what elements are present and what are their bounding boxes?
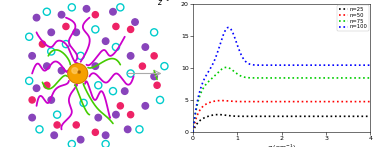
Circle shape xyxy=(127,112,134,118)
Circle shape xyxy=(127,26,134,32)
n=50 xyxy=(219,100,223,101)
Circle shape xyxy=(33,14,40,21)
Circle shape xyxy=(78,71,81,73)
n=100 xyxy=(275,64,280,66)
Circle shape xyxy=(33,85,40,91)
n=75 xyxy=(336,77,341,79)
n=25 xyxy=(216,114,220,115)
Circle shape xyxy=(142,44,149,50)
Circle shape xyxy=(102,132,109,138)
Circle shape xyxy=(68,64,88,83)
n=25 xyxy=(276,115,281,117)
Circle shape xyxy=(83,6,90,12)
n=50 xyxy=(368,101,373,102)
Circle shape xyxy=(29,97,35,103)
n=50 xyxy=(287,101,291,102)
Circle shape xyxy=(132,19,138,25)
Circle shape xyxy=(92,12,98,18)
Circle shape xyxy=(77,136,84,143)
X-axis label: $\sigma$ (nm$^{-1}$): $\sigma$ (nm$^{-1}$) xyxy=(267,143,296,147)
Circle shape xyxy=(58,11,65,18)
Line: n=50: n=50 xyxy=(193,101,370,132)
n=75 xyxy=(364,77,369,79)
n=25 xyxy=(191,131,195,133)
Circle shape xyxy=(29,53,36,59)
Circle shape xyxy=(154,82,160,88)
n=25 xyxy=(368,115,373,117)
Circle shape xyxy=(29,114,36,121)
n=50 xyxy=(336,101,341,102)
n=25 xyxy=(297,115,301,117)
Circle shape xyxy=(72,68,78,74)
Y-axis label: $z^{-1}$: $z^{-1}$ xyxy=(158,0,171,8)
Line: n=75: n=75 xyxy=(193,67,370,132)
Circle shape xyxy=(142,103,149,109)
n=100 xyxy=(287,64,291,66)
n=50 xyxy=(191,131,195,133)
n=25 xyxy=(275,115,280,117)
n=75 xyxy=(368,77,373,79)
n=100 xyxy=(226,27,231,28)
Circle shape xyxy=(92,63,99,69)
Circle shape xyxy=(73,122,79,128)
n=25 xyxy=(364,115,369,117)
n=75 xyxy=(287,77,291,79)
Circle shape xyxy=(110,9,116,15)
n=100 xyxy=(336,64,341,66)
n=75 xyxy=(297,77,301,79)
Circle shape xyxy=(58,67,65,74)
n=50 xyxy=(297,101,301,102)
Line: n=100: n=100 xyxy=(193,27,370,132)
Circle shape xyxy=(73,29,79,36)
Circle shape xyxy=(39,41,45,47)
n=100 xyxy=(276,64,281,66)
n=50 xyxy=(364,101,369,102)
n=75 xyxy=(191,131,195,133)
Circle shape xyxy=(69,65,87,82)
Circle shape xyxy=(127,53,134,59)
n=100 xyxy=(297,64,301,66)
n=50 xyxy=(276,101,281,102)
Circle shape xyxy=(139,63,146,69)
Legend: n=25, n=50, n=75, n=100: n=25, n=50, n=75, n=100 xyxy=(337,5,369,31)
Circle shape xyxy=(113,23,119,30)
n=100 xyxy=(191,131,195,133)
Circle shape xyxy=(54,122,60,128)
Circle shape xyxy=(48,97,54,103)
Circle shape xyxy=(117,103,123,109)
Circle shape xyxy=(151,73,157,80)
n=100 xyxy=(368,64,373,66)
n=75 xyxy=(224,66,229,68)
n=25 xyxy=(287,115,291,117)
Circle shape xyxy=(151,53,157,59)
Circle shape xyxy=(113,111,119,118)
n=25 xyxy=(336,115,341,117)
n=75 xyxy=(276,77,281,79)
n=100 xyxy=(364,64,369,66)
Circle shape xyxy=(43,63,50,69)
Circle shape xyxy=(44,82,50,88)
Circle shape xyxy=(92,129,98,135)
Circle shape xyxy=(51,132,57,138)
Circle shape xyxy=(102,38,109,44)
Circle shape xyxy=(95,114,102,121)
Circle shape xyxy=(124,126,131,133)
Circle shape xyxy=(121,88,128,94)
Line: n=25: n=25 xyxy=(193,115,370,132)
Circle shape xyxy=(48,29,54,36)
Circle shape xyxy=(63,23,69,30)
n=50 xyxy=(275,101,280,102)
n=75 xyxy=(275,77,280,79)
